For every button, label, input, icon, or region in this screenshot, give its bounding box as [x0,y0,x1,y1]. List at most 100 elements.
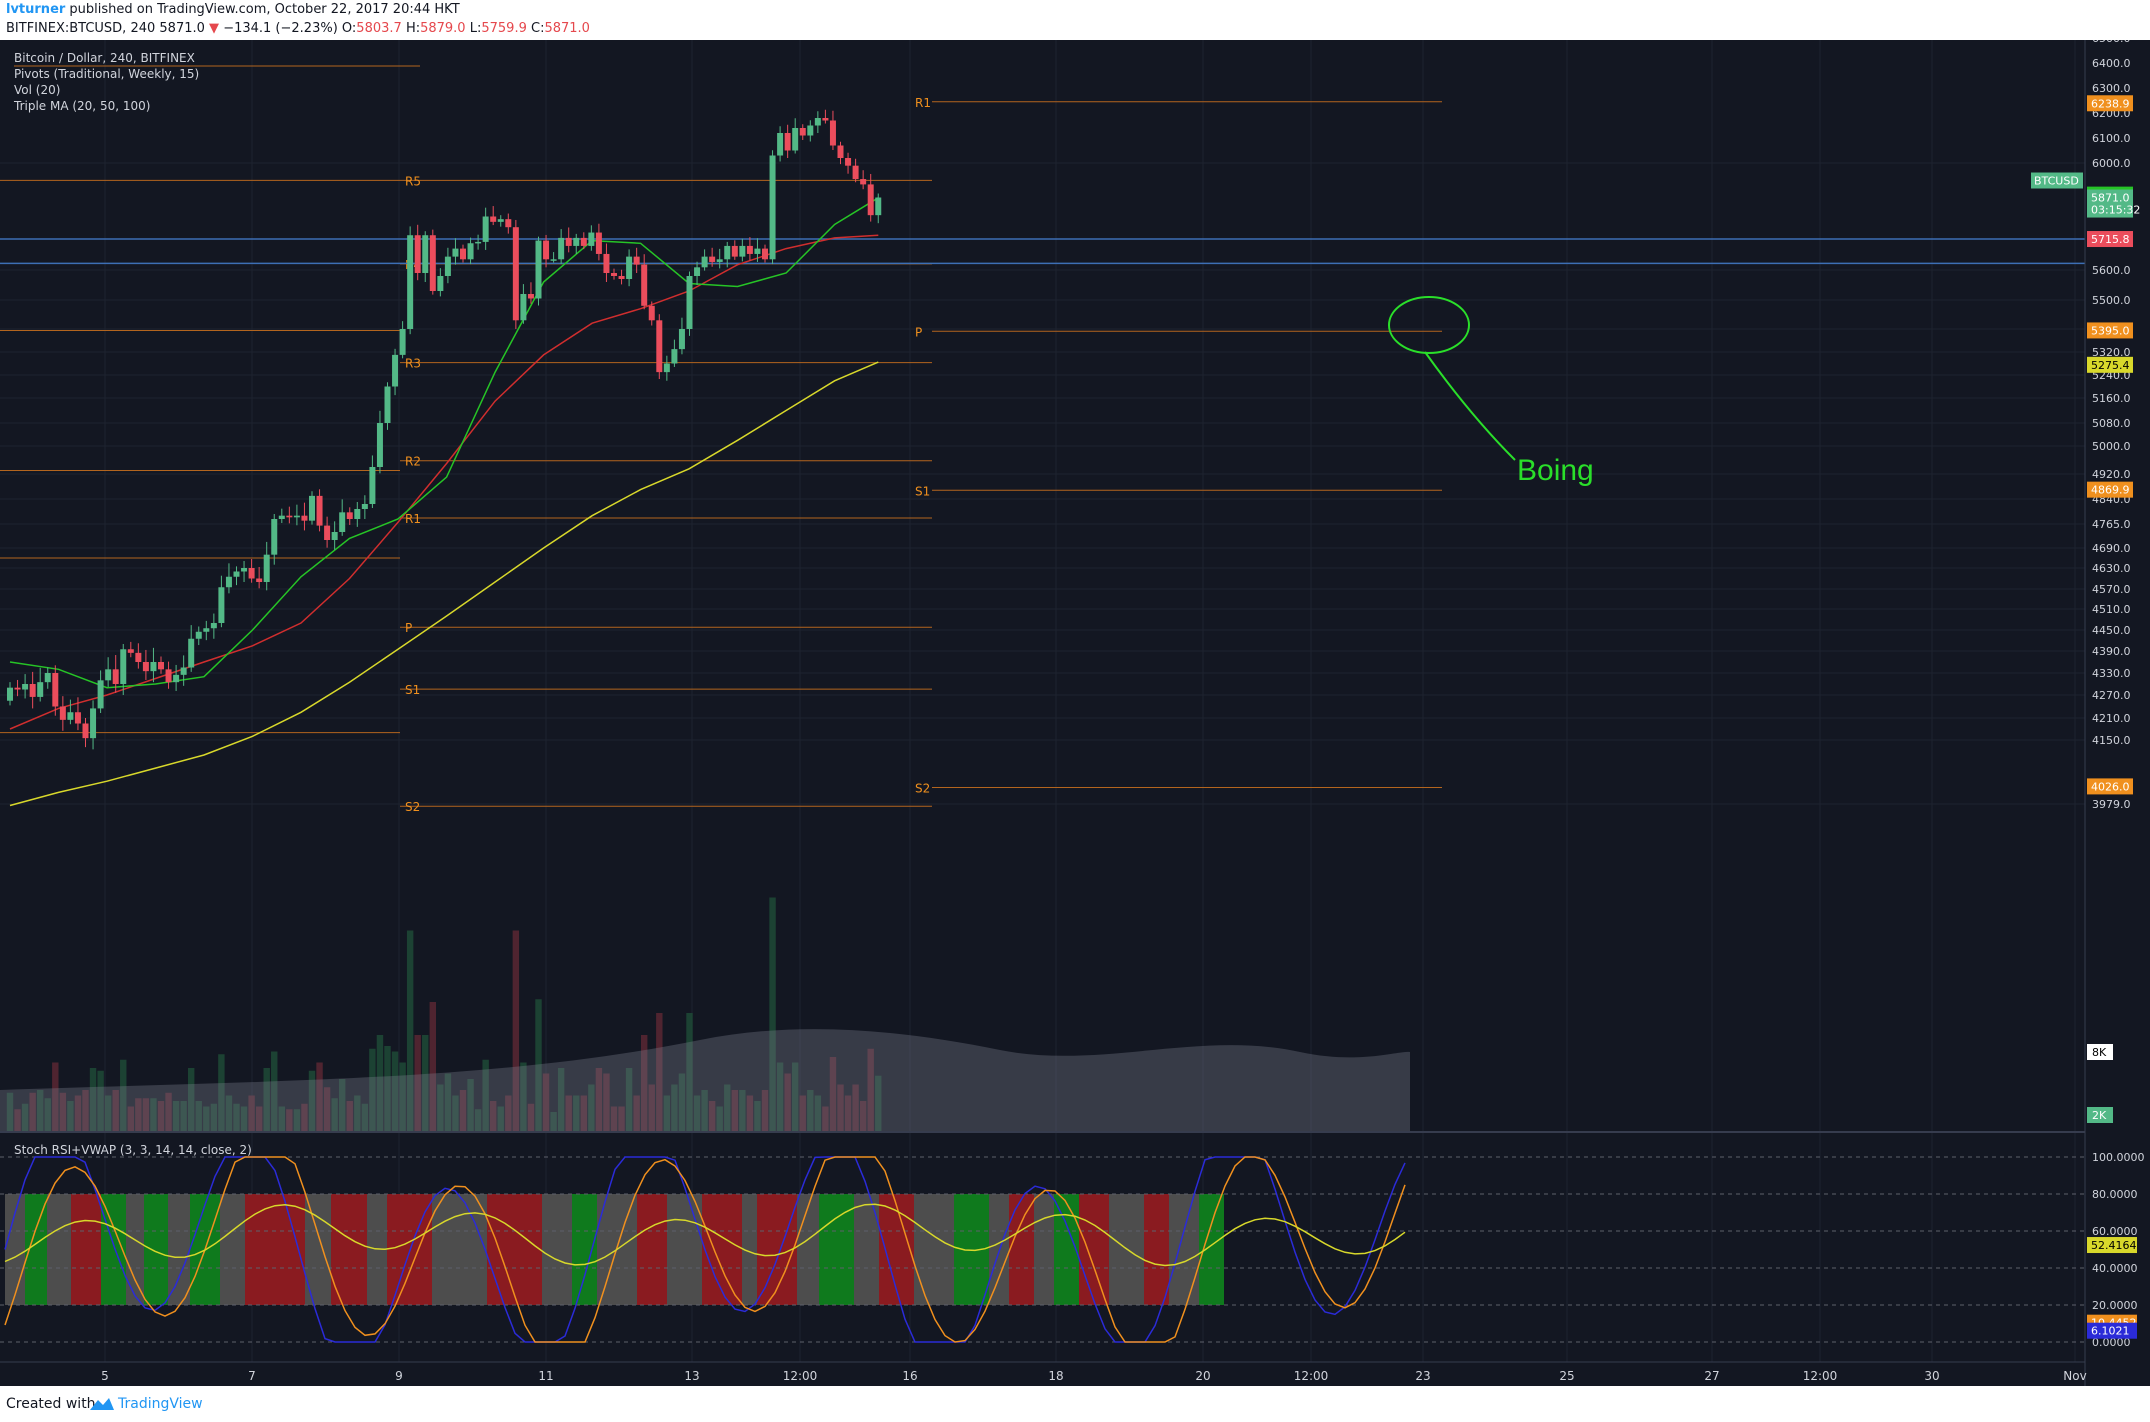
candle [309,491,315,525]
chart-background [0,40,2150,1386]
candle-body [822,118,829,121]
candle-body [90,708,97,739]
volume-bar [603,1073,610,1132]
candle-body [324,525,331,540]
candle [29,671,36,709]
candle-body [346,512,353,519]
pivot-label-prev-r3: R3 [405,357,421,371]
candle-body [709,256,716,262]
legend-pivots[interactable]: Pivots (Traditional, Weekly, 15) [14,67,199,81]
candle [618,269,625,285]
candle [497,215,504,227]
volume-bar [165,1092,172,1132]
grid [0,40,2085,1362]
candle [127,641,134,658]
price-axis[interactable]: 6500.06400.06300.06200.06100.06000.05600… [2031,40,2140,1123]
chart-canvas[interactable]: R5R4R3R2R1PS1S2R1PS1S2 Boing Bitcoin / D… [0,40,2150,1386]
ohlc-line: BITFINEX:BTCUSD, 240 5871.0 ▼ −134.1 (−2… [6,21,590,36]
stoch-label: 52.4164 [2091,1239,2137,1252]
candle [731,240,738,260]
candle-body [724,245,731,260]
price-tick: 5500.0 [2092,294,2131,307]
candle [271,514,278,565]
candle-body [626,256,633,279]
candle-body [67,712,74,720]
volume-bar [180,1101,187,1132]
candle-body [754,248,761,254]
volume-bar [89,1068,97,1132]
stoch-axis[interactable]: 100.0000 80.0000 60.0000 40.0000 20.0000 0.00… [2087,1151,2145,1349]
candle [165,661,172,689]
volume-bar [255,1106,263,1132]
candle-body [845,158,852,166]
legend-ma[interactable]: Triple MA (20, 50, 100) [13,99,150,113]
candle [14,679,21,697]
candle [739,238,746,262]
open-value: 5803.7 [356,21,402,36]
candle [233,566,240,586]
candle-body [611,273,617,276]
candle-body [59,706,66,720]
candle [724,241,731,268]
volume-bar [361,1103,369,1132]
candle [641,254,648,310]
stoch-band [797,1194,819,1305]
candle-body [339,512,346,532]
publish-line: lvturner published on TradingView.com, O… [6,2,460,17]
candle [656,314,663,380]
volume-bar [127,1106,134,1132]
candle [316,489,323,532]
candle-body [460,248,466,260]
volume-bar [67,1101,74,1132]
candle-body [505,219,512,228]
candle-body [7,687,13,701]
candle [218,575,225,628]
volume-bar [708,1101,716,1132]
candle [701,249,708,271]
volume-bar [233,1103,240,1132]
candle [746,237,753,261]
legend-stoch[interactable]: Stoch RSI+VWAP (3, 3, 14, 14, close, 2) [14,1143,252,1157]
candle [777,126,784,162]
candle [792,118,799,154]
candle [490,206,497,226]
stoch-label: 6.1021 [2091,1325,2130,1338]
stoch-band [47,1194,71,1305]
volume-bar [225,1095,233,1132]
candle [769,150,776,265]
author-link[interactable]: lvturner [6,2,66,17]
candle-body [361,504,368,509]
candle [142,649,149,680]
time-axis[interactable]: 5 7 9 11 13 12:00 16 18 20 12:00 23 25 27 12:00 30 Nov [101,1369,2087,1383]
candle [339,499,346,536]
candle [467,237,474,265]
candle-body [422,235,429,273]
volume-bar [339,1079,346,1132]
price-tick: 6100.0 [2092,132,2131,145]
volume-bar [671,1084,678,1132]
candle-body [248,568,255,579]
volume-bar [580,1095,587,1132]
candle-body [875,197,882,216]
candle-body [331,532,338,540]
volume-bar [542,1073,550,1132]
stoch-band [126,1194,144,1305]
volume-bar [588,1084,595,1132]
candle [694,261,701,285]
candle [875,193,882,224]
legend-vol[interactable]: Vol (20) [14,83,60,97]
candle-body [799,128,806,136]
candle [573,233,580,254]
volume-bar [286,1109,293,1132]
candle [241,561,248,582]
candle [512,219,519,329]
candle-body [701,256,708,268]
volume-bar [14,1109,21,1132]
price-label-box [2087,231,2133,248]
time-tick: 12:00 [783,1369,818,1383]
candle-body [520,294,527,321]
candle-body [135,652,142,662]
price-tick: 4570.0 [2092,583,2131,596]
candle [837,141,844,165]
tradingview-link[interactable]: TradingView [118,1396,203,1412]
